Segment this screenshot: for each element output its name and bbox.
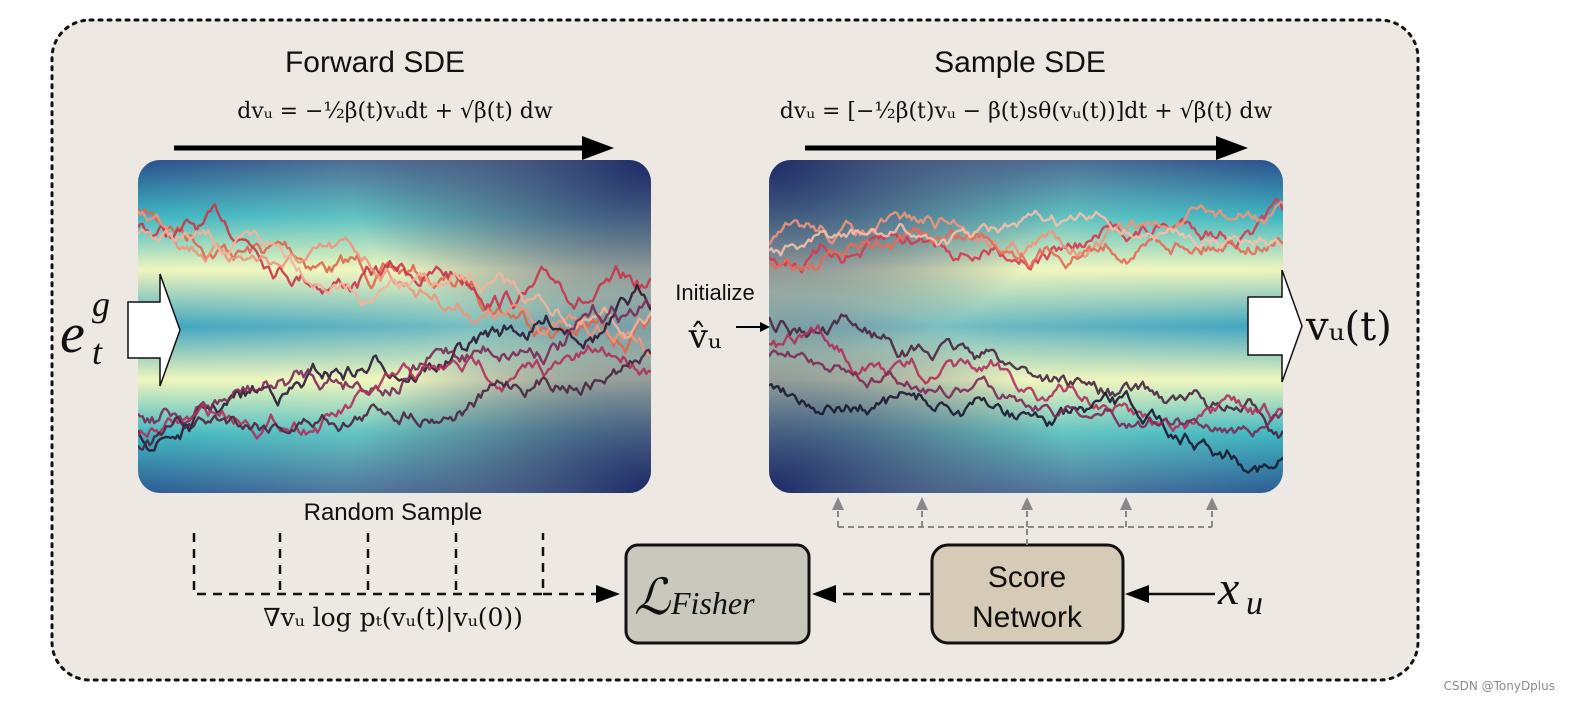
svg-text:ℒ: ℒ — [634, 569, 671, 625]
input-symbol: e g t — [60, 284, 110, 372]
svg-text:e: e — [60, 303, 85, 365]
sample-trajectories — [769, 197, 1283, 474]
watermark-text: CSDN @TonyDplus — [1443, 679, 1555, 693]
sample-trajectory — [769, 349, 1283, 438]
loss-fisher-label: ℒ Fisher — [634, 569, 755, 625]
random-sample-to-loss-arrow — [543, 585, 620, 603]
sample-trajectory — [769, 209, 1283, 257]
sample-diffusion-heatmap — [769, 160, 1283, 493]
svg-text:t: t — [92, 332, 103, 372]
forward-trajectories — [138, 203, 651, 452]
forward-trajectory — [138, 298, 651, 425]
score-expression: ∇vᵤ log pₜ(vᵤ(t)|vᵤ(0)) — [263, 603, 523, 633]
x-u-symbol: x u — [1217, 562, 1263, 622]
initialize-arrow — [736, 322, 770, 332]
score-network-line1: Score — [988, 561, 1066, 594]
sample-trajectory — [769, 383, 1283, 474]
forward-sde-equation: dvᵤ = −½β(t)vᵤdt + √β(t) dw — [237, 99, 553, 124]
loss-box — [624, 543, 811, 645]
sample-sde-title: Sample SDE — [934, 46, 1106, 79]
input-arrow-icon — [127, 273, 181, 387]
random-sample-label: Random Sample — [304, 499, 483, 526]
score-to-loss-arrow — [812, 585, 930, 603]
random-sample-brackets — [192, 533, 545, 596]
forward-trajectory — [138, 203, 651, 311]
sample-trajectory — [769, 226, 1283, 272]
forward-trajectory — [138, 344, 651, 440]
forward-trajectory — [138, 228, 651, 340]
output-arrow-icon — [1247, 269, 1303, 383]
forward-trajectory — [138, 284, 651, 452]
forward-trajectory — [138, 207, 651, 354]
score-guidance-arrowheads — [832, 497, 1218, 510]
svg-text:x: x — [1217, 562, 1239, 615]
output-symbol: vᵤ(t) — [1305, 304, 1392, 350]
forward-time-arrow — [174, 136, 614, 160]
sample-time-arrow — [805, 136, 1248, 160]
v-hat-label: v̂ᵤ — [688, 317, 722, 357]
svg-text:u: u — [1246, 585, 1263, 622]
sample-trajectory — [769, 313, 1283, 439]
score-guidance-arrows — [837, 510, 1213, 545]
input-x-to-score-arrow — [1125, 585, 1215, 603]
svg-text:Fisher: Fisher — [670, 585, 755, 621]
svg-text:g: g — [92, 284, 110, 324]
initialize-label: Initialize — [675, 280, 754, 305]
sample-sde-equation: dvᵤ = [−½β(t)vᵤ − β(t)sθ(vᵤ(t))]dt + √β(… — [780, 99, 1273, 124]
forward-sde-title: Forward SDE — [285, 46, 465, 79]
score-network-line2: Network — [972, 601, 1083, 634]
forward-trajectory — [138, 348, 651, 451]
forward-diffusion-heatmap — [138, 160, 651, 493]
